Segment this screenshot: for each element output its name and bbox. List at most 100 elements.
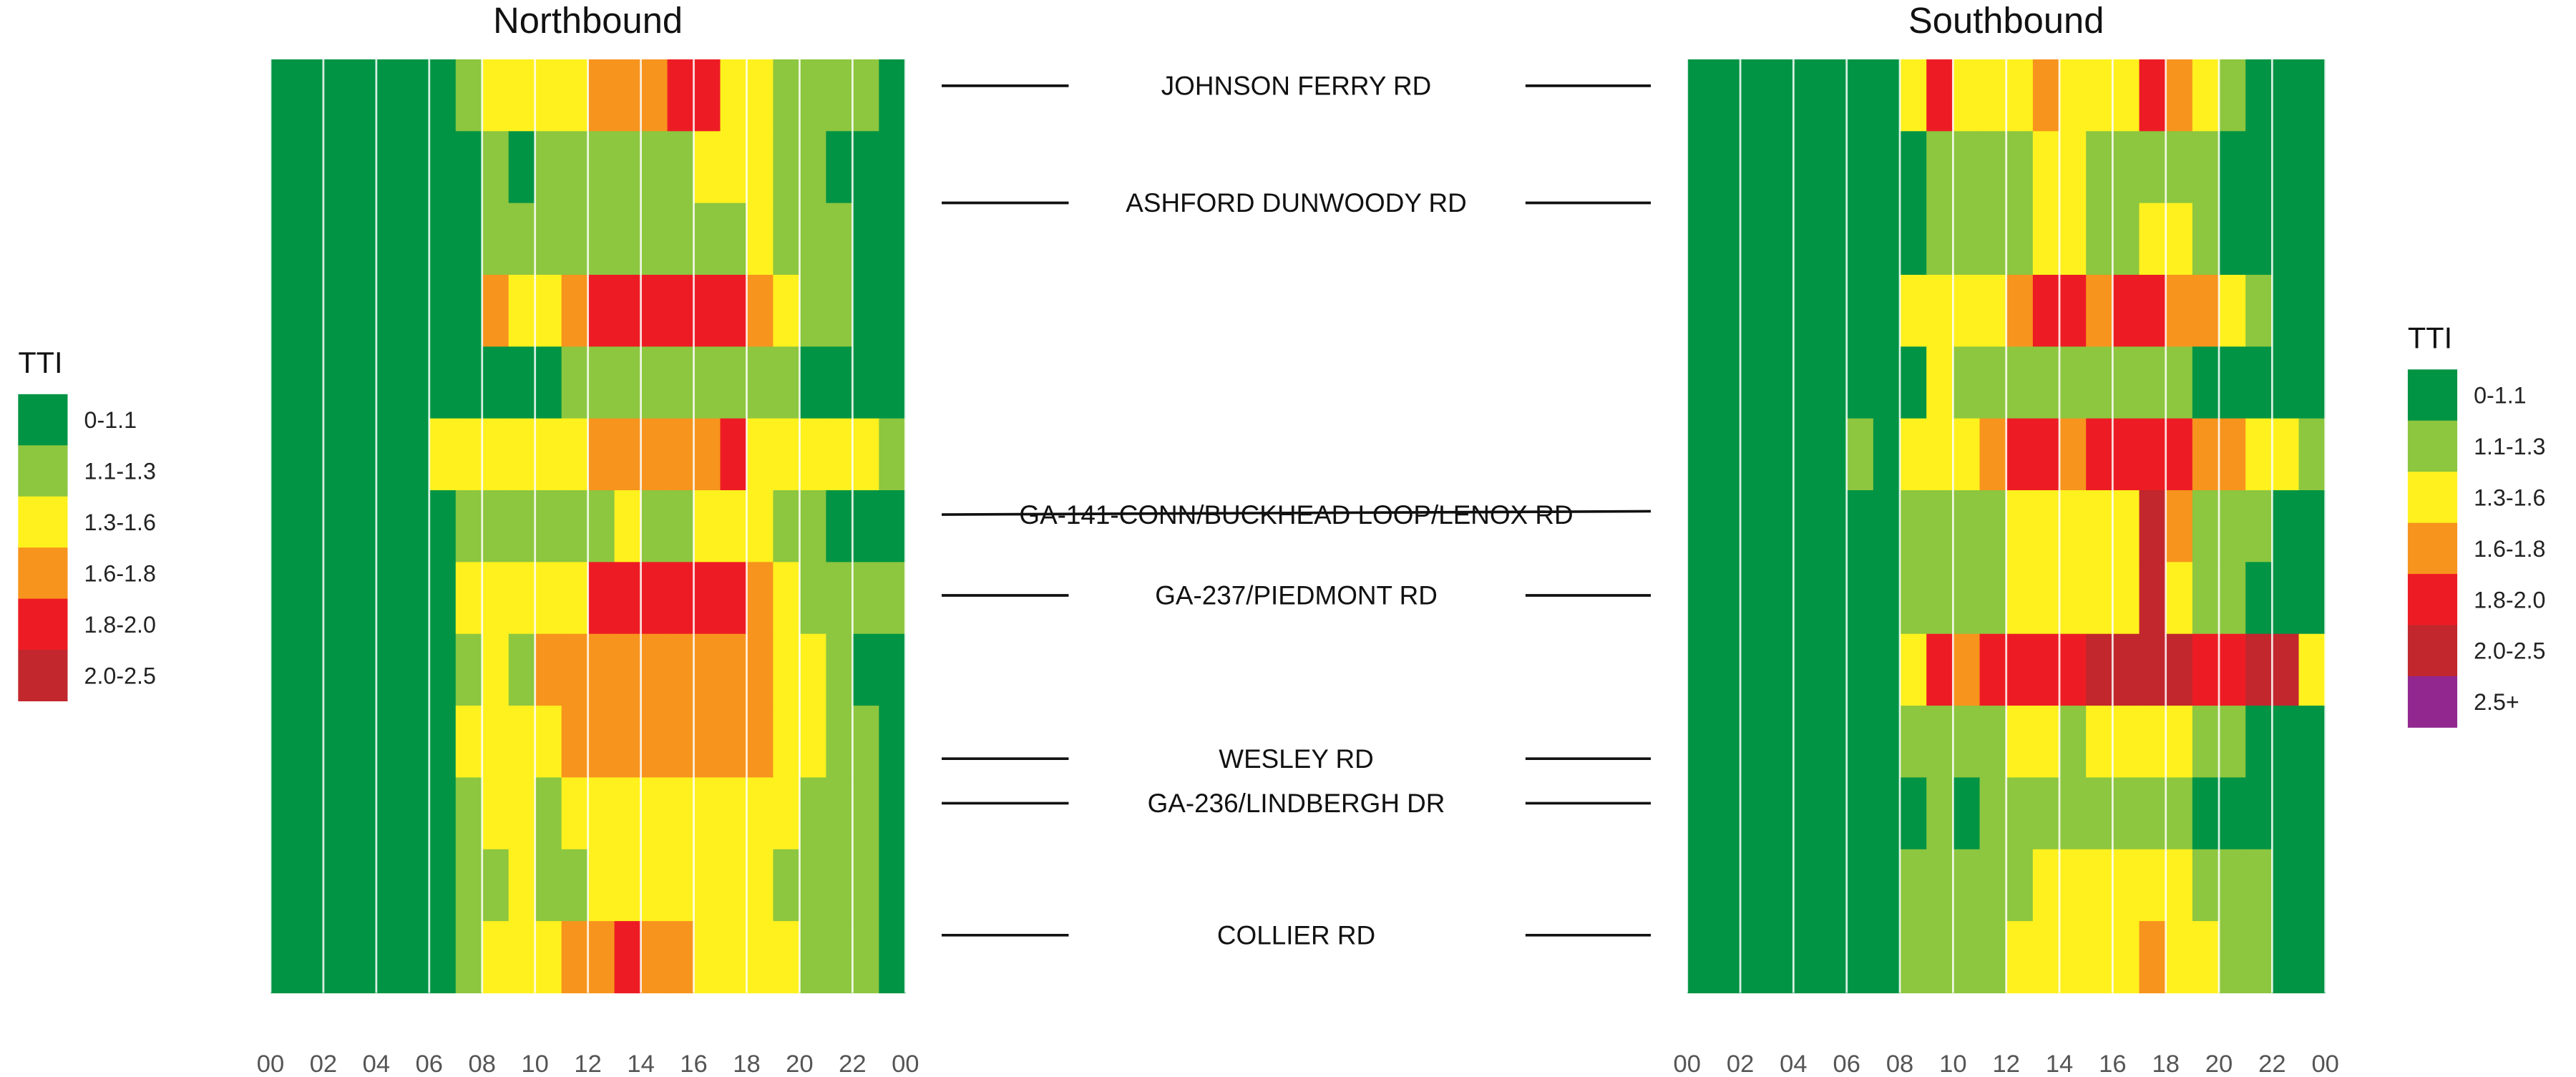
heatmap-cell — [402, 346, 430, 419]
heatmap-cell — [587, 490, 615, 562]
legend-title: TTI — [2408, 321, 2452, 354]
heatmap-cell — [2298, 346, 2326, 419]
heatmap-cell — [1846, 777, 1874, 850]
heatmap-cell — [2059, 490, 2087, 562]
heatmap-cell — [879, 777, 906, 850]
heatmap-cell — [1926, 921, 1953, 994]
legend-label: 1.6-1.8 — [2474, 536, 2545, 562]
heatmap-cell — [773, 633, 801, 706]
heatmap-cell — [561, 203, 589, 276]
heatmap-cell — [455, 562, 483, 635]
heatmap-cell — [270, 849, 298, 922]
heatmap-cell — [455, 921, 483, 994]
heatmap-cell — [2192, 418, 2220, 491]
heatmap-cell — [455, 346, 483, 419]
heatmap-cell — [1793, 490, 1821, 562]
heatmap-cell — [2006, 921, 2034, 994]
heatmap-cell — [1873, 849, 1901, 922]
heatmap-cell — [826, 562, 853, 635]
heatmap-cell — [2032, 849, 2060, 922]
heatmap-cell — [1953, 849, 1981, 922]
x-tick-label: 14 — [627, 1051, 654, 1073]
heatmap-cell — [667, 849, 695, 922]
heatmap-cell — [296, 633, 324, 706]
heatmap-cell — [1740, 921, 1767, 994]
heatmap-cell — [2219, 562, 2246, 635]
heatmap-cell — [720, 633, 748, 706]
heatmap-cell — [296, 490, 324, 562]
heatmap-cell — [402, 633, 430, 706]
heatmap-cell — [535, 777, 562, 850]
heatmap-cell — [2139, 777, 2167, 850]
heatmap-cell — [746, 418, 774, 491]
legend-label: 1.8-2.0 — [84, 612, 156, 638]
heatmap-cell — [376, 203, 404, 276]
heatmap-cell — [826, 275, 853, 347]
heatmap-cell — [455, 633, 483, 706]
heatmap-cell — [1793, 562, 1821, 635]
heatmap-cell — [1900, 921, 1927, 994]
heatmap-cell — [826, 633, 853, 706]
heatmap-cell — [429, 59, 457, 132]
heatmap-cell — [879, 490, 906, 562]
heatmap-cell — [1873, 490, 1901, 562]
heatmap-cell — [614, 706, 642, 779]
heatmap-cell — [1926, 418, 1953, 491]
heatmap-cell — [2086, 275, 2113, 347]
heatmap-cell — [2032, 633, 2060, 706]
heatmap-cell — [799, 849, 826, 922]
heatmap-cell — [2219, 418, 2246, 491]
heatmap-cell — [2298, 275, 2326, 347]
heatmap-cell — [693, 418, 721, 491]
heatmap-cell — [879, 706, 906, 779]
heatmap-cell — [852, 633, 879, 706]
heatmap-cell — [667, 921, 695, 994]
heatmap-cell — [376, 59, 404, 132]
heatmap-cell — [587, 562, 615, 635]
heatmap-cell — [746, 777, 774, 850]
heatmap-cell — [879, 921, 906, 994]
heatmap-cell — [2245, 921, 2273, 994]
heatmap-cell — [746, 346, 774, 419]
heatmap-cell — [587, 131, 615, 204]
heatmap-cell — [429, 777, 457, 850]
heatmap-cell — [2139, 131, 2167, 204]
heatmap-cell — [1713, 921, 1741, 994]
heatmap-cell — [535, 346, 562, 419]
heatmap-cell — [614, 633, 642, 706]
heatmap-cell — [2086, 490, 2113, 562]
heatmap-cell — [1953, 59, 1981, 132]
road-leader-line — [941, 510, 1652, 516]
heatmap-cell — [826, 418, 853, 491]
heatmap-cell — [2298, 418, 2326, 491]
heatmap-cell — [508, 706, 536, 779]
heatmap-cell — [1713, 418, 1741, 491]
heatmap-cell — [799, 418, 826, 491]
heatmap-cell — [826, 921, 853, 994]
legend-label: 1.1-1.3 — [84, 459, 156, 484]
heatmap-cell — [2192, 59, 2220, 132]
heatmap-cell — [2032, 203, 2060, 276]
heatmap-cell — [773, 849, 801, 922]
heatmap-cell — [270, 59, 298, 132]
heatmap-cell — [1740, 706, 1767, 779]
heatmap-cell — [720, 562, 748, 635]
heatmap-cell — [826, 346, 853, 419]
heatmap-cell — [1820, 706, 1848, 779]
heatmap-cell — [2272, 921, 2300, 994]
heatmap-cell — [2112, 849, 2140, 922]
legend-swatch — [2407, 625, 2458, 677]
heatmap-cell — [2272, 777, 2300, 850]
heatmap-cell — [482, 777, 509, 850]
heatmap-cell — [508, 203, 536, 276]
heatmap-cell — [1767, 59, 1795, 132]
heatmap-cell — [2086, 849, 2113, 922]
heatmap-cell — [429, 131, 457, 204]
legend-left: TTI 0-1.1 1.1-1.3 1.3-1.6 1.6-1.8 1.8-2.0 2.0-… — [18, 346, 156, 702]
heatmap-cell — [323, 418, 351, 491]
heatmap-cell — [1900, 131, 1927, 204]
heatmap-cell — [349, 418, 377, 491]
heatmap-cell — [1793, 921, 1821, 994]
heatmap-cell — [693, 706, 721, 779]
heatmap-cell — [640, 275, 668, 347]
